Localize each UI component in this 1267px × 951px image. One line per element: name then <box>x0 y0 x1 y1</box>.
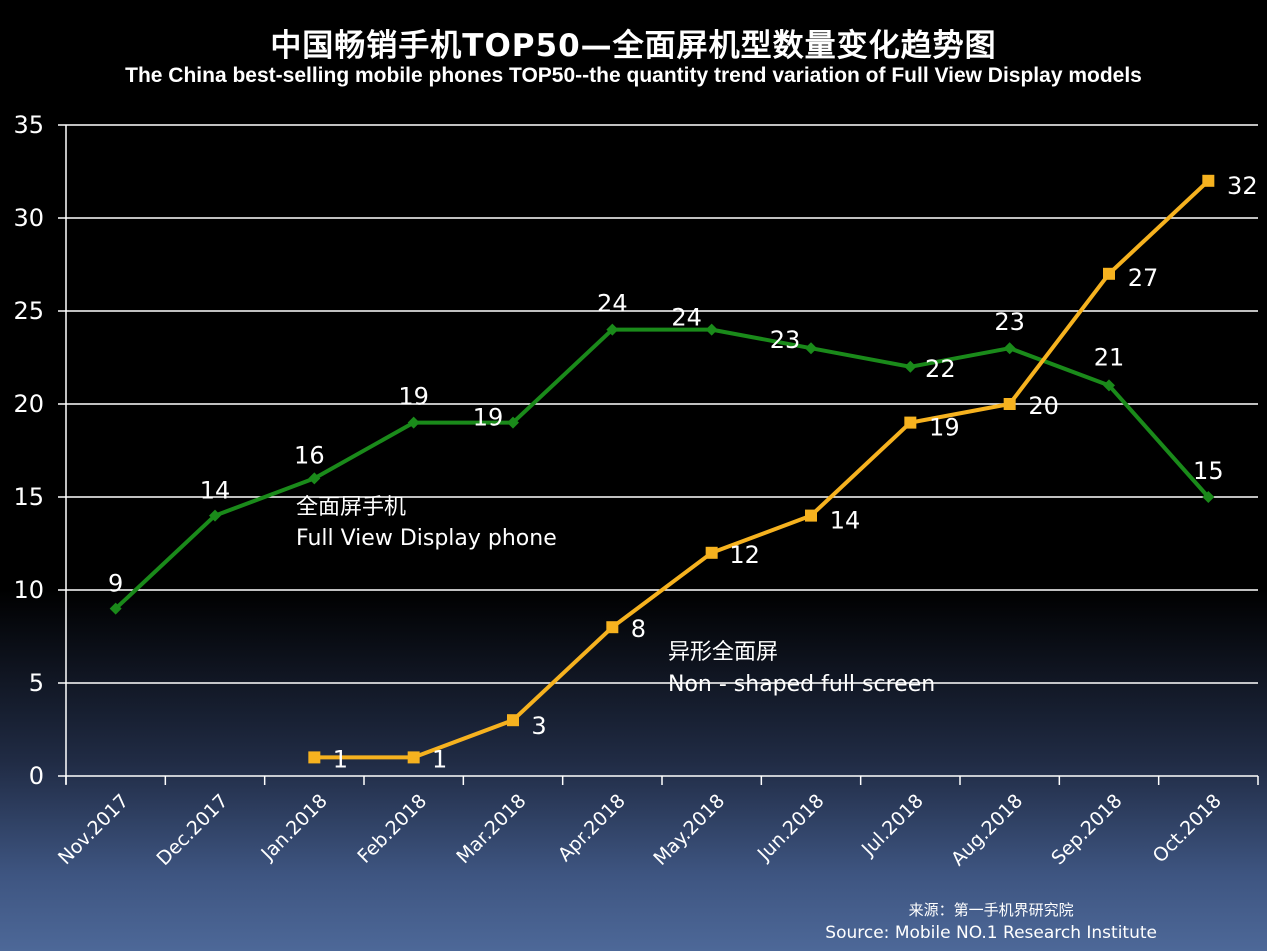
non-shaped-point <box>606 621 619 634</box>
source-note: 来源：第一手机界研究院 Source: Mobile NO.1 Research… <box>825 899 1157 945</box>
non-shaped-data-label: 20 <box>1028 392 1059 420</box>
x-tick-label: Mar.2018 <box>452 790 530 868</box>
non-shaped-data-label: 27 <box>1128 264 1159 292</box>
non-shaped-point <box>1003 398 1016 410</box>
y-tick-label: 25 <box>13 297 44 325</box>
y-tick-label: 35 <box>13 111 44 139</box>
series-label-en-full-view: Full View Display phone <box>296 526 557 551</box>
full-view-point <box>209 509 221 522</box>
full-view-point <box>1202 491 1215 503</box>
full-view-point <box>1003 342 1016 355</box>
series-label-zh-full-view: 全面屏手机 <box>296 495 406 520</box>
full-view-point <box>805 342 817 355</box>
chart-subtitle: The China best-selling mobile phones TOP… <box>125 64 1142 87</box>
y-axis-labels: 0 5 10 15 20 25 30 35 <box>13 111 44 790</box>
non-shaped-point <box>308 751 321 764</box>
full-view-point <box>606 323 619 336</box>
non-shaped-data-label: 14 <box>830 507 861 535</box>
full-view-data-label: 23 <box>770 326 801 354</box>
non-shaped-point <box>1103 267 1115 280</box>
full-view-data-label: 19 <box>398 383 429 411</box>
x-tick-label: Aug.2018 <box>947 790 1027 870</box>
full-view-point <box>109 602 122 615</box>
x-tick-label: Apr.2018 <box>554 790 630 866</box>
non-shaped-point <box>507 714 519 727</box>
source-en: Source: Mobile NO.1 Research Institute <box>825 923 1157 943</box>
full-view-data-label: 16 <box>294 441 325 469</box>
non-shaped-line <box>314 179 1210 760</box>
non-shaped-data-label: 8 <box>631 615 646 643</box>
y-tick-label: 30 <box>13 204 44 232</box>
full-view-point <box>308 472 321 485</box>
non-shaped-data-label: 3 <box>531 712 546 740</box>
full-view-data-label: 21 <box>1094 343 1125 371</box>
x-tick-label: Jun.2018 <box>753 790 829 866</box>
non-shaped-point <box>407 751 420 764</box>
non-shaped-data-label: 12 <box>729 541 760 569</box>
series-non-shaped-full-screen: 1 1 3 8 12 14 19 20 27 32 <box>308 172 1258 773</box>
x-tick-label: Jan.2018 <box>256 790 331 865</box>
x-tick-label: Nov.2017 <box>54 790 133 869</box>
y-tick-label: 15 <box>13 483 44 511</box>
full-view-point <box>705 323 718 336</box>
full-view-point <box>507 416 519 429</box>
series-full-view-display: 9 14 16 19 19 24 24 23 22 23 21 15 <box>108 290 1224 615</box>
full-view-point <box>407 416 420 429</box>
non-shaped-point <box>1202 174 1215 187</box>
non-shaped-data-label: 32 <box>1227 172 1258 200</box>
chart-title: 中国畅销手机TOP50—全面屏机型数量变化趋势图 <box>270 28 997 64</box>
non-shaped-data-label: 1 <box>432 745 447 773</box>
non-shaped-point <box>904 416 917 429</box>
full-view-data-label: 15 <box>1193 457 1224 485</box>
x-tick-label: Jul.2018 <box>857 790 928 861</box>
y-tick-label: 20 <box>13 390 44 418</box>
full-view-data-label: 14 <box>200 477 231 505</box>
non-shaped-point <box>805 509 817 522</box>
series-label-zh-non-shaped: 异形全面屏 <box>668 640 778 665</box>
x-tick-label: May.2018 <box>649 790 729 870</box>
full-view-data-label: 22 <box>925 355 956 383</box>
x-axis-labels: Nov.2017 Dec.2017 Jan.2018 Feb.2018 Mar.2018… <box>54 790 1226 870</box>
y-tick-label: 5 <box>29 669 44 697</box>
full-view-data-label: 24 <box>671 304 702 332</box>
x-tick-label: Dec.2017 <box>153 790 233 870</box>
y-tick-label: 10 <box>13 576 44 604</box>
non-shaped-data-label: 1 <box>333 745 348 773</box>
full-view-data-label: 19 <box>473 404 504 432</box>
full-view-data-label: 9 <box>108 570 123 598</box>
y-tick-label: 0 <box>29 762 44 790</box>
x-tick-label: Oct.2018 <box>1149 790 1226 867</box>
non-shaped-data-label: 19 <box>929 414 960 442</box>
full-view-data-label: 24 <box>597 290 628 318</box>
grid <box>66 124 1258 684</box>
full-view-line <box>114 327 1210 611</box>
series-labels: 全面屏手机 Full View Display phone 异形全面屏 Non … <box>296 495 935 697</box>
x-tick-label: Sep.2018 <box>1047 790 1126 869</box>
full-view-data-label: 23 <box>994 308 1025 336</box>
source-zh: 来源：第一手机界研究院 <box>908 901 1074 919</box>
full-view-point <box>1103 379 1115 392</box>
axes <box>58 124 1259 785</box>
full-view-point <box>904 360 917 373</box>
series-label-en-non-shaped: Non - shaped full screen <box>668 672 935 697</box>
non-shaped-point <box>705 546 718 559</box>
x-tick-label: Feb.2018 <box>353 790 431 868</box>
